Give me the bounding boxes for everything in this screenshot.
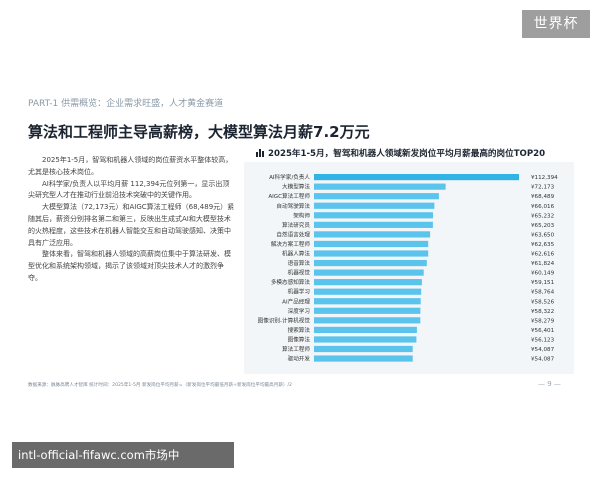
value-label: ¥56,123: [531, 337, 555, 343]
value-label: ¥54,087: [531, 347, 555, 353]
bar: [314, 212, 433, 219]
value-label: ¥65,232: [531, 213, 554, 219]
value-label: ¥58,279: [531, 318, 555, 324]
value-label: ¥56,401: [531, 328, 555, 334]
category-label: 语音算法: [288, 259, 311, 267]
value-label: ¥59,151: [531, 280, 555, 286]
bar: [314, 183, 446, 190]
category-label: 算法研究员: [282, 221, 310, 229]
salary-bar-chart: AI科学家/负责人 ¥112,394 大模型算法 ¥72,173 AIGC算法工程师 ¥6…: [258, 173, 559, 363]
bar: [314, 174, 519, 181]
category-label: 机器学习: [288, 288, 310, 296]
value-label: ¥65,203: [531, 223, 555, 229]
value-label: ¥60,149: [531, 271, 555, 277]
chart-title: 2025年1-5月，智驾和机器人领域新发岗位平均月薪最高的岗位TOP20: [256, 147, 545, 159]
value-label: ¥54,087: [531, 357, 555, 363]
paragraph: 整体来看，智驾和机器人领域的高薪岗位集中于算法研发、模型优化和系统架构领域，揭示…: [28, 250, 231, 282]
value-label: ¥58,322: [531, 309, 554, 315]
value-label: ¥58,526: [531, 299, 555, 305]
bar: [314, 326, 417, 333]
paragraph: 2025年1-5月，智驾和机器人领域的岗位薪资水平整体较高，尤其是核心技术岗位。: [28, 156, 233, 176]
value-label: ¥62,616: [531, 252, 555, 258]
category-label: 图像算法: [288, 335, 311, 343]
bar: [314, 279, 422, 286]
category-label: 多模态感知算法: [271, 278, 311, 286]
body-text: 2025年1-5月，智驾和机器人领域的岗位薪资水平整体较高，尤其是核心技术岗位。…: [28, 155, 236, 285]
value-label: ¥63,650: [531, 232, 555, 238]
category-label: 架构师: [293, 211, 310, 219]
category-label: AI产品经理: [282, 297, 310, 305]
chart-panel: AI科学家/负责人 ¥112,394 大模型算法 ¥72,173 AIGC算法工程师 ¥6…: [244, 162, 574, 374]
bar: [314, 259, 427, 267]
watermark-badge: 世界杯: [522, 10, 590, 38]
bar: [314, 240, 429, 248]
bar: [314, 250, 429, 257]
category-label: 机器人算法: [282, 250, 310, 258]
bar: [314, 202, 435, 209]
category-label: 搜索算法: [288, 326, 311, 334]
value-label: ¥62,635: [531, 242, 555, 248]
category-label: 解决方案工程师: [271, 240, 311, 248]
page-number: — 9 —: [538, 380, 561, 388]
section-label: PART-1 供需概览：企业需求旺盛，人才黄金赛道: [28, 99, 224, 109]
bar: [314, 336, 417, 343]
page-title: 算法和工程师主导高薪榜，大模型算法月薪7.2万元: [28, 123, 370, 141]
bar: [314, 317, 421, 324]
paragraph: 大模型算法（72,173元）和AIGC算法工程师（68,489元）紧随其后，薪资…: [28, 203, 235, 247]
bar: [314, 288, 422, 295]
bar: [314, 345, 413, 353]
bar: [314, 193, 439, 200]
bar: [314, 307, 421, 314]
category-label: 图像识别-计算机视觉: [258, 316, 311, 324]
category-label: 自动驾驶算法: [276, 202, 310, 210]
chart-title-text: 2025年1-5月，智驾和机器人领域新发岗位平均月薪最高的岗位TOP20: [268, 149, 546, 159]
bar: [314, 269, 424, 276]
bar: [314, 298, 421, 305]
bar: [314, 355, 413, 362]
data-source-note: 数据来源：脉脉高聘人才智库 统计时间：2025年1-5月 新发岗位平均月薪=（新…: [28, 383, 292, 388]
category-label: AIGC算法工程师: [268, 192, 310, 200]
paragraph: AI科学家/负责人以平均月薪 112,394元位列第一，显示出顶尖研究型人才在推…: [28, 179, 230, 200]
category-label: 自然语言处理: [276, 230, 310, 238]
category-label: 深度学习: [288, 307, 310, 315]
category-label: 驱动开发: [288, 355, 311, 363]
value-label: ¥68,489: [531, 194, 555, 200]
bar: [314, 231, 431, 238]
category-label: AI科学家/负责人: [269, 173, 310, 181]
category-label: 机器视觉: [288, 269, 311, 277]
category-label: 算法工程师: [282, 345, 310, 353]
value-label: ¥61,824: [531, 261, 555, 267]
category-label: 大模型算法: [282, 183, 310, 191]
value-label: ¥58,764: [531, 290, 555, 296]
url-bar[interactable]: intl-official-fifawc.com市场中: [12, 442, 234, 468]
value-label: ¥72,173: [531, 185, 555, 191]
value-label: ¥66,016: [531, 204, 555, 210]
bar-chart-icon: [256, 149, 264, 157]
bar: [314, 221, 433, 228]
value-label: ¥112,394: [531, 175, 558, 181]
